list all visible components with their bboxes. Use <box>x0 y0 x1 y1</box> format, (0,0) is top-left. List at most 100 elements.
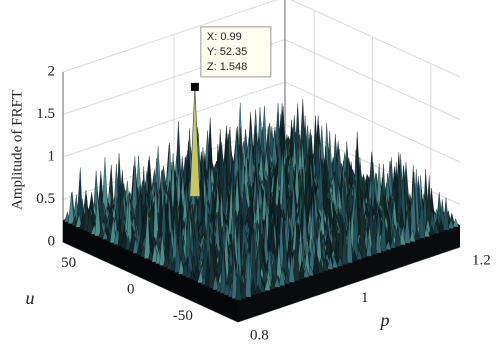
surface-spike <box>231 255 238 299</box>
surface-spike <box>360 232 368 259</box>
z-axis-label: Amplitude of FRFT <box>9 90 25 210</box>
surface-spike <box>365 239 372 257</box>
surface-spike <box>298 263 305 280</box>
surface-spike <box>235 263 242 301</box>
surface-spike <box>71 215 79 226</box>
surface-spike <box>452 218 459 228</box>
surface-spike <box>193 266 200 282</box>
surface-spike <box>322 257 329 272</box>
surface-spike <box>75 213 82 228</box>
surface-spike <box>413 226 421 241</box>
surface-spike <box>98 225 105 238</box>
surface-spike <box>136 241 143 256</box>
surface-spike <box>151 243 158 263</box>
x-axis-label: p <box>379 310 390 330</box>
surface-spike <box>76 167 83 225</box>
z-tick-label: 0 <box>48 233 56 249</box>
surface-spike <box>278 267 286 286</box>
surface-spike <box>67 192 75 224</box>
surface-spike <box>174 239 181 273</box>
surface-spike <box>269 280 276 290</box>
surface-spike <box>197 270 204 284</box>
y-tick-label: 50 <box>61 255 76 271</box>
surface-spike <box>331 255 339 268</box>
surface-spike <box>264 278 271 291</box>
surface-spike <box>380 203 387 252</box>
surface-spike <box>370 221 377 255</box>
surface-spike <box>212 274 219 291</box>
surface-spike <box>109 217 117 244</box>
surface-spike <box>94 192 101 237</box>
surface-spike <box>375 222 382 254</box>
surface-spike <box>259 283 266 293</box>
x-tick-label: 1.2 <box>472 252 491 268</box>
surface-spike <box>283 271 290 285</box>
surface-spike <box>166 258 174 270</box>
surface-spike <box>384 240 392 250</box>
surface-spike <box>144 205 151 259</box>
surface-spike <box>442 197 450 231</box>
surface-spike <box>438 219 445 232</box>
datatip-label: Y: 52.35 <box>207 46 247 58</box>
surface-spike <box>418 189 426 239</box>
y-tick-label: -50 <box>173 308 193 324</box>
grid-line <box>62 0 461 78</box>
datatip-label: Z: 1.548 <box>207 61 247 73</box>
surface-front <box>63 220 238 322</box>
surface-spike <box>428 224 435 236</box>
surface-spike <box>254 283 262 294</box>
surface-spike <box>293 225 300 281</box>
datatip-label: X: 0.99 <box>207 31 242 43</box>
surface-spike <box>208 233 216 289</box>
surface-spike <box>178 259 185 275</box>
surface-spike <box>404 210 411 244</box>
surface-spike <box>159 232 166 266</box>
surface-spike <box>346 212 353 263</box>
x-tick-label: 1 <box>361 290 369 306</box>
surface-spike <box>423 227 430 237</box>
surface-spike <box>83 196 90 231</box>
surface-spike <box>355 248 363 260</box>
surface-spike <box>220 244 227 294</box>
surface-spike <box>399 227 406 246</box>
surface-front <box>238 225 460 322</box>
z-tick-label: 0.5 <box>36 191 55 207</box>
surface-spike <box>447 219 455 229</box>
surface-spike <box>125 235 132 251</box>
surface-spike <box>433 221 440 234</box>
surface-spike <box>327 255 334 270</box>
surface-spike <box>245 246 252 298</box>
surface-spike <box>182 262 189 277</box>
surface-spike <box>273 276 281 288</box>
z-tick-label: 1 <box>48 148 56 164</box>
x-tick-label: 0.8 <box>250 327 269 343</box>
surface-spike <box>86 210 94 233</box>
surface-spike <box>288 252 295 283</box>
surface-spike <box>185 265 193 278</box>
surface-spike <box>249 278 257 296</box>
surface-spike <box>121 224 128 249</box>
datatip: X: 0.99 Y: 52.35 Z: 1.548 <box>200 26 272 78</box>
datatip-marker <box>190 82 199 91</box>
surface-spike <box>317 258 324 273</box>
datatip-box <box>200 26 272 78</box>
surface-spike <box>341 222 348 265</box>
surface-spike <box>113 227 120 245</box>
surface-spike <box>394 221 401 247</box>
y-tick-label: 0 <box>127 281 135 297</box>
surface-spike <box>223 283 231 296</box>
surface-spike <box>163 252 170 268</box>
surface-spike <box>302 265 310 278</box>
surface-spike <box>336 256 344 267</box>
surface-spike <box>128 232 136 252</box>
surface-spike <box>307 265 315 277</box>
y-axis-label: u <box>26 288 35 308</box>
surface-spike <box>132 238 139 254</box>
surface-spike <box>409 229 416 242</box>
z-tick-label: 2 <box>48 63 56 79</box>
z-tick-label: 1.5 <box>36 106 55 122</box>
surface-spike <box>240 281 247 299</box>
surface-spike <box>389 237 397 249</box>
surface-spike <box>102 230 109 240</box>
